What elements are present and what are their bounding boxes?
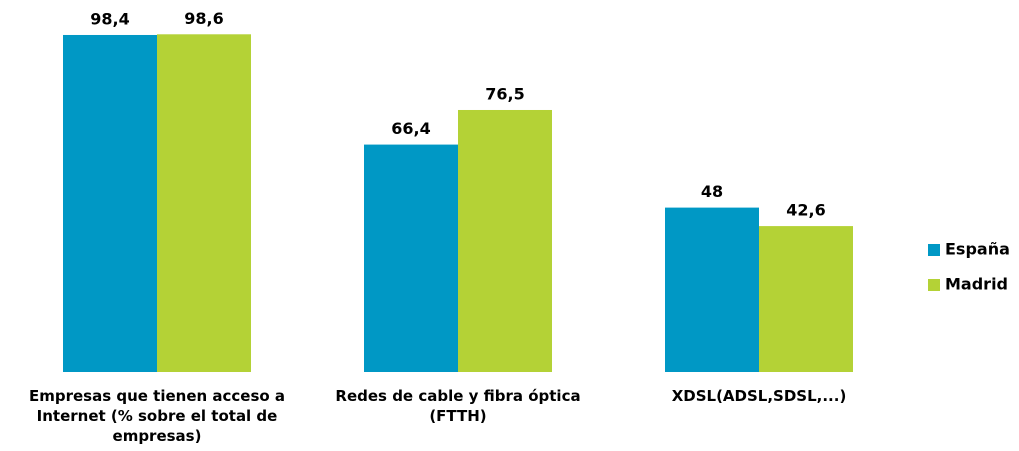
legend-swatch [928, 279, 940, 291]
bar [63, 34, 157, 372]
x-tick-label: Redes de cable y fibra óptica (FTTH) [335, 387, 581, 425]
value-label: 42,6 [786, 201, 825, 220]
value-label: 76,5 [485, 84, 524, 103]
x-tick-label: Empresas que tienen acceso a Internet (%… [28, 387, 286, 445]
bar [364, 144, 458, 372]
bar [759, 226, 853, 372]
x-tick-label: XDSL(ADSL,SDSL,...) [671, 387, 847, 405]
value-label: 48 [701, 182, 723, 201]
legend-label: Madrid [945, 275, 1008, 294]
legend-swatch [928, 244, 940, 256]
value-label: 98,6 [184, 9, 223, 28]
bar [458, 109, 552, 373]
value-label: 66,4 [391, 119, 430, 138]
bar [665, 207, 759, 372]
bar [157, 34, 251, 373]
legend-label: España [945, 240, 1010, 259]
value-label: 98,4 [90, 9, 129, 28]
